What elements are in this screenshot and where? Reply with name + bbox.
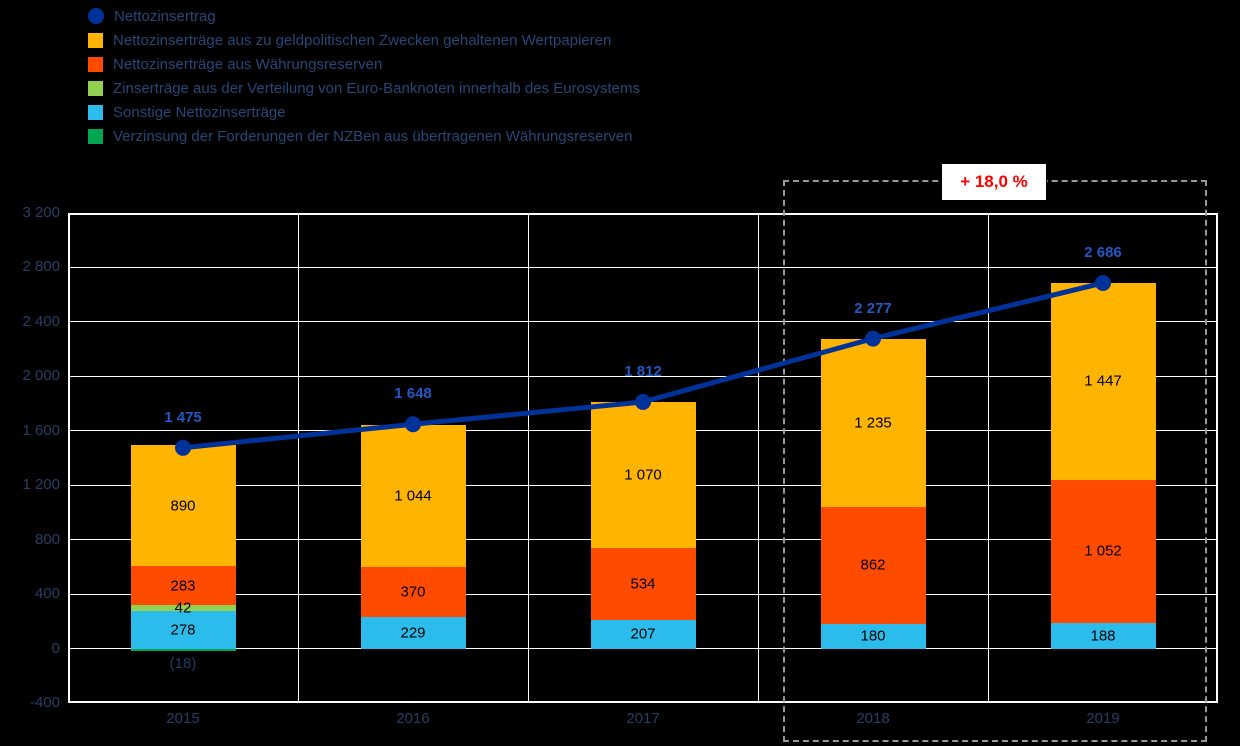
growth-annotation: + 18,0 % (941, 163, 1047, 201)
legend-item: Nettozinserträge aus zu geldpolitischen … (88, 28, 640, 52)
bar-negative-label: (18) (169, 655, 197, 672)
legend-item: Nettozinserträge aus Währungsreserven (88, 52, 640, 76)
line-value-label: 1 475 (164, 408, 202, 426)
bar-segment-label: 1 052 (1084, 542, 1122, 560)
bar-segment (1050, 479, 1156, 623)
bar-segment-label: 1 070 (624, 466, 662, 484)
bar-segment (130, 566, 236, 605)
bar-segment (130, 605, 236, 611)
bar-segment (130, 445, 236, 567)
legend-square-marker (88, 80, 103, 96)
bar-segment-label: 1 044 (394, 487, 432, 505)
bar-segment-label: 1 447 (1084, 372, 1122, 390)
bar-segment (1050, 622, 1156, 649)
legend-item: Zinserträge aus der Verteilung von Euro-… (88, 76, 640, 100)
bar-segment-label: 283 (170, 577, 196, 595)
bar-segment-label: 278 (170, 621, 196, 639)
bar-segment-negative (130, 648, 236, 651)
y-gridline (68, 266, 1218, 268)
bar-segment-label: 1 235 (854, 414, 892, 432)
line-value-label: 2 277 (854, 299, 892, 317)
legend-label: Nettozinserträge aus zu geldpolitischen … (113, 31, 612, 49)
legend-item: Nettozinsertrag (88, 4, 640, 28)
x-gridline (527, 213, 529, 703)
bar-segment-label: 370 (400, 583, 426, 601)
legend-label: Zinserträge aus der Verteilung von Euro-… (113, 79, 640, 97)
legend-square-marker (88, 128, 103, 144)
legend-label: Verzinsung der Forderungen der NZBen aus… (113, 127, 633, 145)
plot-area (68, 213, 1218, 703)
bar-segment-label: 229 (400, 624, 426, 642)
legend-item: Sonstige Nettozinserträge (88, 100, 640, 124)
x-gridline (757, 213, 759, 703)
legend-circle-marker (88, 8, 104, 24)
y-axis-tick-label: 1 600 (22, 421, 60, 439)
y-axis-tick-label: 2 400 (22, 312, 60, 330)
chart-legend: Nettozinsertrag Nettozinserträge aus zu g… (88, 4, 640, 148)
x-axis-tick-label: 2017 (626, 710, 660, 727)
bar-segment-label: 534 (630, 575, 656, 593)
line-value-label: 1 648 (394, 385, 432, 403)
y-axis-tick-label: 1 200 (22, 476, 60, 494)
bar-segment (360, 567, 466, 618)
bar-segment (590, 620, 696, 649)
line-value-label: 1 812 (624, 362, 662, 380)
x-gridline (987, 213, 989, 703)
bar-segment-label: 188 (1090, 627, 1116, 645)
growth-annotation-text: + 18,0 % (960, 172, 1028, 191)
y-axis-tick-label: 800 (34, 530, 60, 548)
legend-label: Nettozinsertrag (114, 7, 216, 25)
y-axis-tick-label: 0 (51, 639, 60, 657)
legend-square-marker (88, 32, 103, 48)
legend-square-marker (88, 56, 103, 72)
x-gridline (297, 213, 299, 703)
bar-segment (360, 617, 466, 649)
y-axis-tick-label: 400 (34, 585, 60, 603)
line-value-label: 2 686 (1084, 243, 1122, 261)
bar-segment (130, 610, 236, 649)
bar-segment-label: 890 (170, 497, 196, 515)
x-axis-tick-label: 2015 (166, 710, 200, 727)
y-axis-tick-label: -400 (29, 694, 60, 711)
legend-label: Nettozinserträge aus Währungsreserven (113, 55, 383, 73)
bar-segment-label: 42 (174, 599, 192, 617)
x-axis-tick-label: 2018 (856, 710, 890, 727)
x-axis-tick-label: 2016 (396, 710, 430, 727)
bar-segment (820, 506, 926, 625)
y-axis-tick-label: 2 000 (22, 367, 60, 385)
y-gridline (68, 648, 1218, 650)
bar-segment-label: 862 (860, 556, 886, 574)
legend-square-marker (88, 104, 103, 120)
x-axis-tick-label: 2019 (1086, 710, 1120, 727)
bar-segment-label: 180 (860, 627, 886, 645)
bar-segment-label: 207 (630, 625, 656, 643)
bar-segment (590, 547, 696, 621)
y-axis-tick-label: 2 800 (22, 258, 60, 276)
bar-segment (820, 624, 926, 649)
legend-item: Verzinsung der Forderungen der NZBen aus… (88, 124, 640, 148)
y-axis-tick-label: 3 200 (22, 204, 60, 221)
legend-label: Sonstige Nettozinserträge (113, 103, 286, 121)
